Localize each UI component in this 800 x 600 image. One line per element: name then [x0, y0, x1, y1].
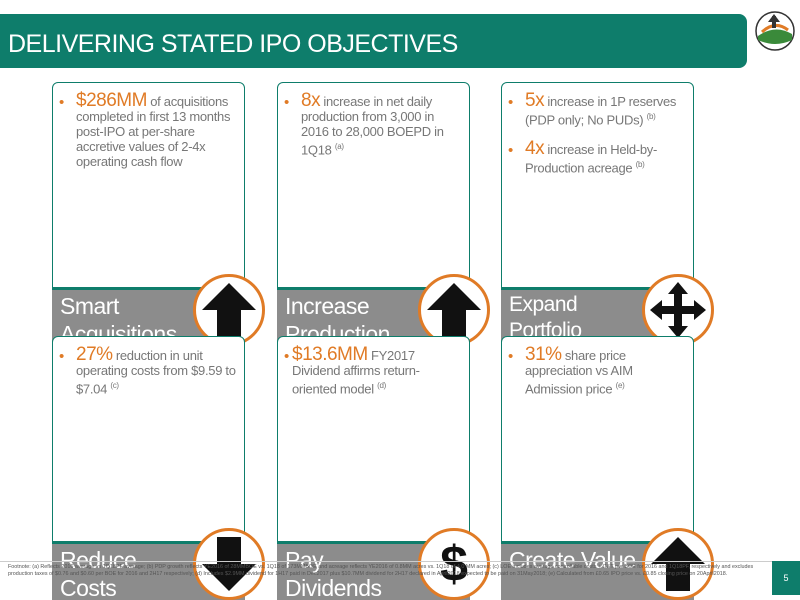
card-bullet: • $286MM of acquisitions completed in fi…	[59, 90, 231, 169]
arrow-up-icon	[642, 528, 714, 600]
card-smart-acquisitions: • $286MM of acquisitions completed in fi…	[52, 82, 265, 348]
card-bullet: • 4x increase in Held-by-Production acre…	[508, 138, 657, 176]
four-way-arrow-icon	[642, 274, 714, 346]
card-label: Reduce Costs	[60, 547, 137, 600]
title-bar	[0, 14, 747, 68]
card-reduce-costs: • 27% reduction in unit operating costs …	[52, 336, 265, 600]
card-bullet: • 27% reduction in unit operating costs …	[59, 344, 236, 397]
card-label: Pay Dividends	[285, 547, 382, 600]
dollar-glyph: $	[440, 536, 468, 592]
dollar-icon: $	[418, 528, 490, 600]
card-footer: Pay Dividends $	[277, 528, 490, 600]
footnote: Footnote: (a) Reflects 2016 average vs 1…	[8, 564, 754, 577]
page-number: 5	[772, 561, 800, 595]
card-create-value: • 31% share price appreciation vs AIM Ad…	[501, 336, 714, 600]
arrow-up-icon	[418, 274, 490, 346]
card-bullet: • 31% share price appreciation vs AIM Ad…	[508, 344, 633, 397]
footer-divider	[0, 561, 800, 562]
card-bullet: • $13.6MM FY2017 Dividend affirms return…	[284, 344, 420, 397]
page-title: DELIVERING STATED IPO OBJECTIVES	[8, 30, 458, 58]
company-logo	[755, 11, 795, 51]
card-pay-dividends: • $13.6MM FY2017 Dividend affirms return…	[277, 336, 490, 600]
card-footer: Create Value	[501, 528, 714, 600]
card-increase-production: • 8x increase in net daily production fr…	[277, 82, 490, 348]
arrow-down-icon	[193, 528, 265, 600]
card-bullet: • 5x increase in 1P reserves (PDP only; …	[508, 90, 677, 128]
card-label: Create Value	[509, 547, 636, 573]
card-expand-portfolio: • 5x increase in 1P reserves (PDP only; …	[501, 82, 714, 348]
arrow-up-icon	[193, 274, 265, 346]
card-bullet: • 8x increase in net daily production fr…	[284, 90, 444, 158]
card-footer: Reduce Costs	[52, 528, 265, 600]
